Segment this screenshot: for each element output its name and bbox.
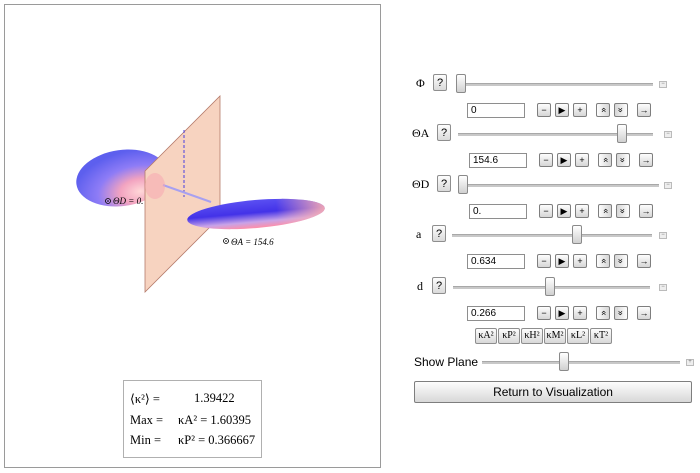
phi-faster-button[interactable]: » bbox=[596, 103, 610, 117]
a-value-field[interactable]: 0.634 bbox=[467, 254, 525, 269]
theta-a-slider-thumb[interactable] bbox=[617, 124, 628, 143]
kappa-h-button[interactable]: κH² bbox=[521, 328, 543, 344]
theta-d-slider-thumb[interactable] bbox=[458, 175, 468, 194]
phi-increment-button[interactable]: + bbox=[573, 103, 587, 117]
theta-a-slider-track[interactable] bbox=[458, 133, 653, 136]
d-play-button[interactable]: ▶ bbox=[555, 306, 569, 320]
d-collapse-icon[interactable]: − bbox=[659, 284, 667, 291]
3d-plot[interactable]: ΘD = 0. ΘA = 154.6 bbox=[5, 5, 382, 469]
show-plane-slider-track[interactable] bbox=[482, 361, 680, 364]
a-decrement-button[interactable]: − bbox=[537, 254, 551, 268]
theta-a-value-field[interactable]: 154.6 bbox=[469, 153, 527, 168]
d-faster-button[interactable]: » bbox=[596, 306, 610, 320]
theta-d-slider-track[interactable] bbox=[458, 184, 659, 187]
phi-slider-thumb[interactable] bbox=[456, 74, 466, 93]
show-plane-label: Show Plane bbox=[414, 355, 479, 369]
donor-ellipsoid-front bbox=[145, 173, 165, 199]
show-plane-expand-icon[interactable]: + bbox=[686, 359, 694, 366]
d-increment-button[interactable]: + bbox=[573, 306, 587, 320]
kappa-l-button[interactable]: κL² bbox=[567, 328, 589, 344]
donor-angle-label: ΘD = 0. bbox=[113, 196, 143, 206]
theta-d-value-field[interactable]: 0. bbox=[469, 204, 527, 219]
phi-help-button[interactable]: ? bbox=[433, 74, 447, 91]
show-plane-slider-thumb[interactable] bbox=[559, 352, 570, 371]
theta-a-direction-button[interactable]: → bbox=[639, 153, 653, 167]
d-value-field[interactable]: 0.266 bbox=[467, 306, 525, 321]
theta-a-collapse-icon[interactable]: − bbox=[664, 131, 672, 138]
a-direction-button[interactable]: → bbox=[637, 254, 651, 268]
theta-a-slower-button[interactable]: » bbox=[616, 153, 630, 167]
max-value: κA² = 1.60395 bbox=[178, 413, 251, 427]
d-help-button[interactable]: ? bbox=[432, 277, 446, 294]
avg-kappa-label: ⟨κ²⟩ = bbox=[130, 392, 160, 406]
a-play-button[interactable]: ▶ bbox=[555, 254, 569, 268]
phi-slower-button[interactable]: » bbox=[614, 103, 628, 117]
theta-d-slower-button[interactable]: » bbox=[616, 204, 630, 218]
theta-d-collapse-icon[interactable]: − bbox=[664, 182, 672, 189]
theta-d-help-button[interactable]: ? bbox=[437, 175, 451, 192]
kappa-m-button[interactable]: κM² bbox=[544, 328, 566, 344]
theta-d-decrement-button[interactable]: − bbox=[539, 204, 553, 218]
kappa-a-button[interactable]: κA² bbox=[475, 328, 497, 344]
theta-a-faster-button[interactable]: » bbox=[598, 153, 612, 167]
connector-line bbox=[162, 184, 212, 203]
kappa-p-button[interactable]: κP² bbox=[498, 328, 520, 344]
avg-kappa-value: 1.39422 bbox=[194, 391, 235, 405]
theta-a-play-button[interactable]: ▶ bbox=[557, 153, 571, 167]
d-direction-button[interactable]: → bbox=[637, 306, 651, 320]
a-help-button[interactable]: ? bbox=[432, 225, 446, 242]
theta-d-direction-button[interactable]: → bbox=[639, 204, 653, 218]
min-label: Min = bbox=[130, 433, 162, 447]
d-slider-thumb[interactable] bbox=[544, 277, 555, 296]
acceptor-angle-label: ΘA = 154.6 bbox=[231, 237, 274, 247]
phi-value-field[interactable]: 0 bbox=[467, 103, 525, 118]
return-to-visualization-button[interactable]: Return to Visualization bbox=[414, 381, 692, 403]
theta-d-label: ΘD bbox=[412, 177, 430, 191]
phi-decrement-button[interactable]: − bbox=[537, 103, 551, 117]
a-collapse-icon[interactable]: − bbox=[659, 232, 667, 239]
theta-d-play-button[interactable]: ▶ bbox=[557, 204, 571, 218]
theta-a-help-button[interactable]: ? bbox=[437, 124, 451, 141]
d-decrement-button[interactable]: − bbox=[537, 306, 551, 320]
max-label: Max = bbox=[130, 413, 164, 427]
a-label: a bbox=[416, 227, 422, 241]
a-slider-track[interactable] bbox=[452, 234, 652, 237]
theta-a-increment-button[interactable]: + bbox=[575, 153, 589, 167]
theta-d-faster-button[interactable]: » bbox=[598, 204, 612, 218]
a-increment-button[interactable]: + bbox=[573, 254, 587, 268]
min-value: κP² = 0.366667 bbox=[178, 433, 256, 447]
theta-a-decrement-button[interactable]: − bbox=[539, 153, 553, 167]
phi-collapse-icon[interactable]: − bbox=[659, 81, 667, 88]
phi-direction-button[interactable]: → bbox=[637, 103, 651, 117]
theta-a-label: ΘA bbox=[412, 126, 430, 140]
acceptor-ellipsoid-glow bbox=[187, 198, 325, 230]
acceptor-marker bbox=[223, 238, 229, 244]
kappa-readout: ⟨κ²⟩ = 1.39422 Max = κA² = 1.60395 Min =… bbox=[123, 380, 262, 458]
phi-slider-track[interactable] bbox=[456, 83, 653, 86]
d-slower-button[interactable]: » bbox=[614, 306, 628, 320]
phi-play-button[interactable]: ▶ bbox=[555, 103, 569, 117]
kappa-t-button[interactable]: κT² bbox=[590, 328, 612, 344]
theta-d-increment-button[interactable]: + bbox=[575, 204, 589, 218]
phi-label: Φ bbox=[416, 76, 425, 90]
a-slower-button[interactable]: » bbox=[614, 254, 628, 268]
donor-marker bbox=[105, 198, 111, 204]
d-label: d bbox=[417, 279, 423, 293]
a-slider-thumb[interactable] bbox=[571, 225, 582, 244]
a-faster-button[interactable]: » bbox=[596, 254, 610, 268]
